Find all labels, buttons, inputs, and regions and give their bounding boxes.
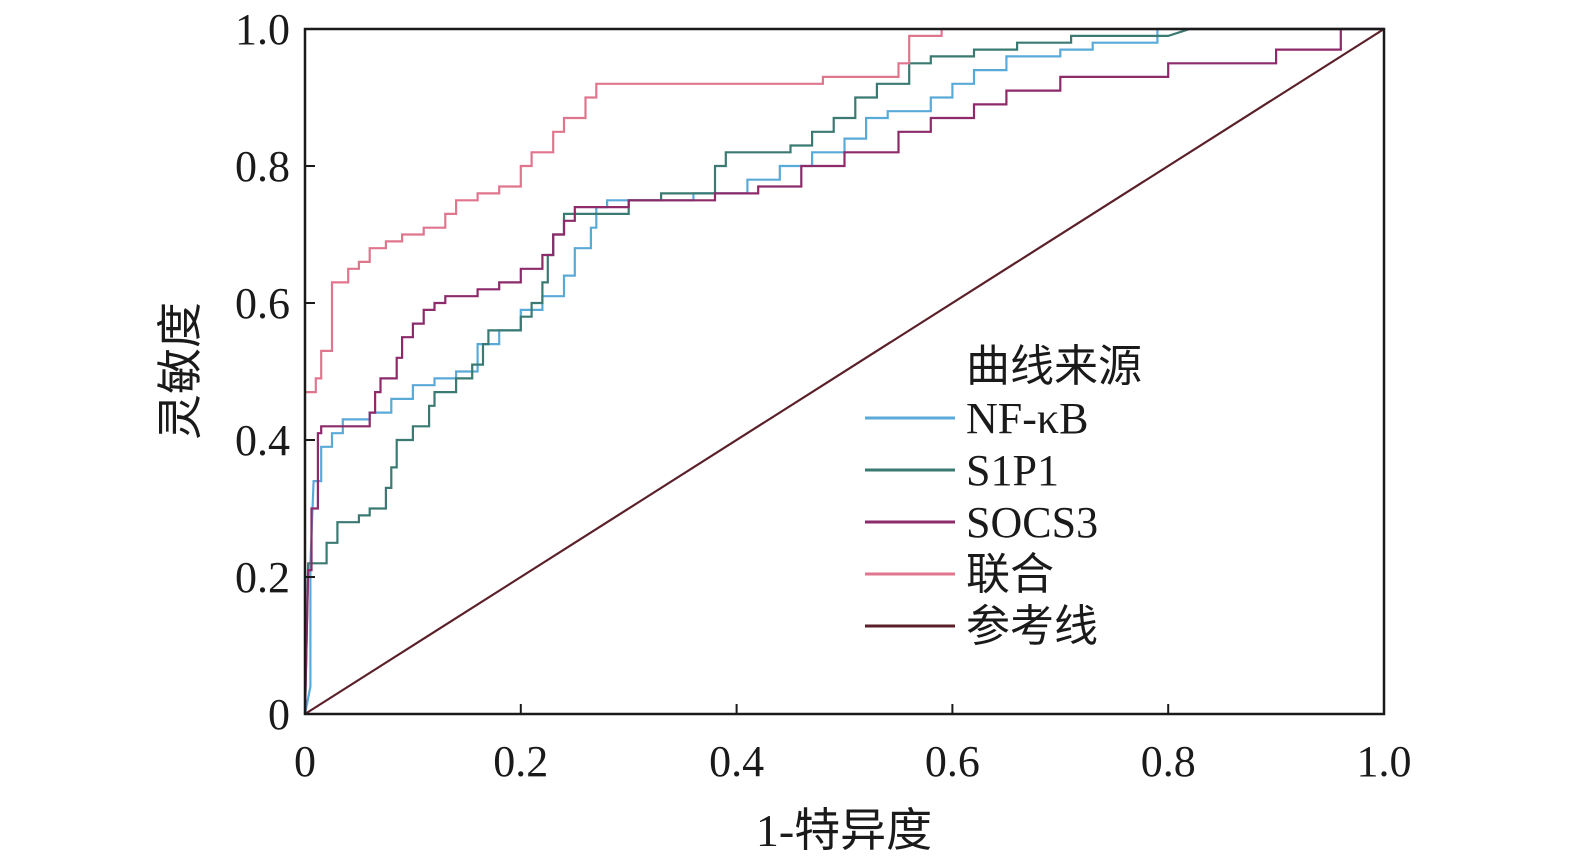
legend-label-1: NF-κB	[966, 394, 1088, 443]
legend-label-4: 联合	[966, 550, 1054, 599]
y-tick-label: 0.4	[235, 416, 290, 465]
series-line-1	[303, 27, 1384, 715]
x-tick-label: 0.6	[925, 737, 980, 786]
x-tick-label: 0.2	[493, 737, 548, 786]
legend-label-5: 参考线	[966, 602, 1098, 651]
x-tick-label: 1.0	[1357, 737, 1412, 786]
series-line-2	[303, 27, 1384, 715]
plot-frame	[303, 27, 1386, 716]
legend-label-3: SOCS3	[966, 498, 1098, 547]
y-axis-title: 灵敏度	[155, 302, 206, 440]
series-line-3	[303, 27, 1384, 715]
x-tick-label: 0	[294, 737, 316, 786]
x-tick-label: 0.8	[1141, 737, 1196, 786]
x-axis-title: 1-特异度	[756, 805, 932, 856]
series-line-4	[305, 27, 1384, 394]
legend-title: 曲线来源	[966, 342, 1142, 391]
y-tick-label: 0.6	[235, 279, 290, 328]
series-layer	[303, 27, 1385, 715]
x-tick-label: 0.4	[709, 737, 764, 786]
y-tick-label: 1.0	[235, 5, 290, 54]
legend-label-2: S1P1	[966, 446, 1059, 495]
y-tick-label: 0	[268, 690, 290, 739]
y-tick-label: 0.2	[235, 553, 290, 602]
series-line-5	[304, 28, 1385, 715]
ticks-layer: 0 0.2 0.4 0.6 0.8 1.0 0 0.2 0.4 0.6 0.8 1.0	[235, 5, 1412, 786]
y-tick-label: 0.8	[235, 142, 290, 191]
